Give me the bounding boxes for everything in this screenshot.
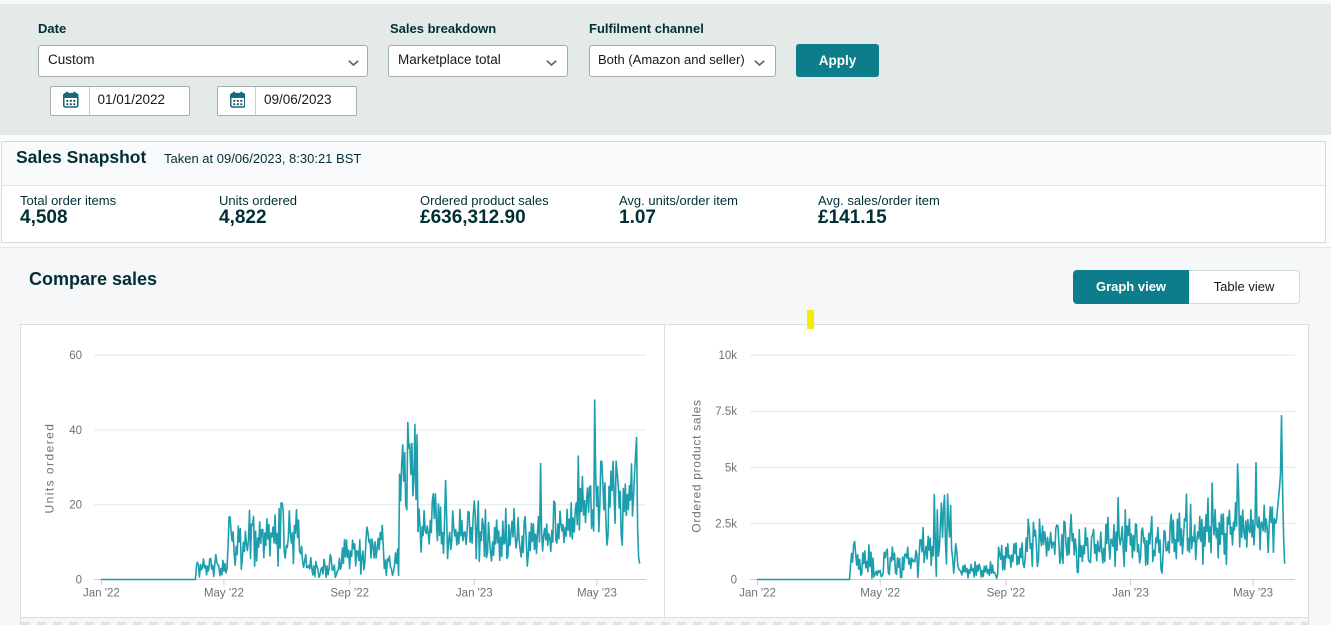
svg-text:Sep '22: Sep '22 [987,588,1026,600]
svg-text:40: 40 [69,425,82,437]
svg-text:Jan '23: Jan '23 [456,588,493,600]
svg-text:60: 60 [69,350,82,362]
svg-text:Jan '22: Jan '22 [83,588,120,600]
svg-text:20: 20 [69,500,82,512]
svg-text:2.5k: 2.5k [715,518,737,530]
svg-text:Sep '22: Sep '22 [330,588,369,600]
svg-text:May '22: May '22 [860,588,900,600]
svg-text:Units ordered: Units ordered [43,423,57,514]
svg-text:0: 0 [76,575,82,587]
svg-text:10k: 10k [718,350,737,362]
svg-text:Jan '23: Jan '23 [1112,588,1149,600]
svg-text:May '22: May '22 [204,588,244,600]
svg-text:May '23: May '23 [1233,588,1273,600]
svg-text:7.5k: 7.5k [715,406,737,418]
svg-text:Ordered product sales: Ordered product sales [690,399,704,532]
svg-text:Jan '22: Jan '22 [739,588,776,600]
svg-text:5k: 5k [725,462,737,474]
svg-text:0: 0 [731,575,737,587]
svg-text:May '23: May '23 [577,588,617,600]
